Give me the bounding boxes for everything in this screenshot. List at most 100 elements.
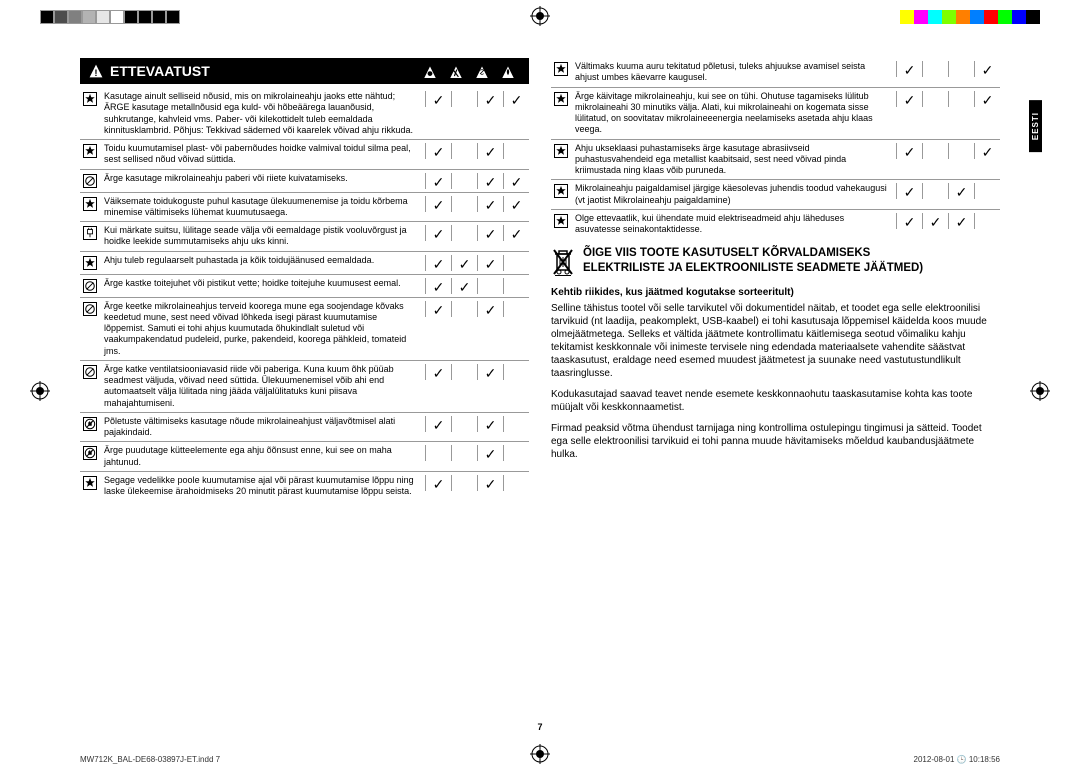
check-cell: ✓: [503, 173, 529, 189]
caution-header: ! ETTEVAATUST: [80, 58, 529, 84]
check-cell: ✓: [425, 173, 451, 189]
checkmark-icon: ✓: [433, 280, 445, 294]
star-icon: [554, 144, 568, 158]
disposal-title-line2: ELEKTRILISTE JA ELEKTROONILISTE SEADMETE…: [583, 262, 923, 274]
caution-row: Olge ettevaatlik, kui ühendate muid elek…: [551, 210, 1000, 239]
caution-text: Toidu kuumutamisel plast- või pabernõude…: [100, 143, 425, 166]
checkmark-icon: ✓: [433, 93, 445, 107]
print-footer: MW712K_BAL-DE68-03897J-ET.indd 7 2012-08…: [80, 755, 1000, 764]
check-cell: ✓: [425, 301, 451, 317]
caution-text: Ärge kastke toitejuhet või pistikut vett…: [100, 278, 425, 289]
checkmark-icon: ✓: [485, 175, 497, 189]
caution-text: Ahju ukseklaasi puhastamiseks ärge kasut…: [571, 143, 896, 177]
check-cell: [451, 91, 477, 107]
hazard-icon-2: [448, 64, 464, 80]
disposal-paragraph-3: Firmad peaksid võtma ühendust tarnijaga …: [551, 422, 1000, 461]
check-cell: [948, 91, 974, 107]
checkmark-icon: ✓: [485, 447, 497, 461]
check-cell: ✓: [503, 196, 529, 212]
plug-icon: [83, 226, 97, 240]
checkmark-icon: ✓: [904, 145, 916, 159]
check-cell: [922, 143, 948, 159]
caution-text: Ärge puudutage kütteelemente ega ahju õõ…: [100, 445, 425, 468]
caution-text: Ärge keetke mikrolaineahjus terveid koor…: [100, 301, 425, 357]
checkmark-icon: ✓: [485, 418, 497, 432]
caution-text: Ärge kasutage mikrolaineahju paberi või …: [100, 173, 425, 184]
checkmark-icon: ✓: [904, 93, 916, 107]
hazard-icon-3: [474, 64, 490, 80]
caution-text: Kui märkate suitsu, lülitage seade välja…: [100, 225, 425, 248]
caution-text: Ärge katke ventilatsiooniavasid riide võ…: [100, 364, 425, 409]
caution-text: Segage vedelikke poole kuumutamise ajal …: [100, 475, 425, 498]
checkmark-icon: ✓: [511, 227, 523, 241]
caution-row: Ärge keetke mikrolaineahjus terveid koor…: [80, 298, 529, 361]
right-column: Vältimaks kuuma auru tekitatud põletusi,…: [551, 58, 1000, 724]
check-cell: [503, 475, 529, 491]
check-cell: ✓: [451, 255, 477, 271]
check-cell: [922, 61, 948, 77]
check-cell: ✓: [425, 416, 451, 432]
star-icon: [554, 92, 568, 106]
checkmark-icon: ✓: [930, 215, 942, 229]
check-cell: ✓: [477, 301, 503, 317]
check-cell: [451, 416, 477, 432]
check-cell: [503, 445, 529, 461]
check-cell: ✓: [477, 475, 503, 491]
warning-icon: !: [88, 63, 104, 79]
footer-timestamp: 2012-08-01 🕒 10:18:56: [914, 755, 1000, 764]
checkmark-icon: ✓: [511, 198, 523, 212]
check-cell: ✓: [948, 213, 974, 229]
check-cell: [503, 301, 529, 317]
check-cell: [451, 143, 477, 159]
weee-bin-icon: [551, 246, 575, 281]
caution-row: Toidu kuumutamisel plast- või pabernõude…: [80, 140, 529, 170]
checkmark-icon: ✓: [904, 215, 916, 229]
star-icon: [554, 184, 568, 198]
caution-row: Ärge käivitage mikrolaineahju, kui see o…: [551, 88, 1000, 140]
check-cell: [451, 301, 477, 317]
check-cell: ✓: [477, 445, 503, 461]
checkmark-icon: ✓: [511, 175, 523, 189]
star-icon: [554, 214, 568, 228]
check-cell: ✓: [477, 173, 503, 189]
nohand-icon: [83, 417, 97, 431]
footer-filename: MW712K_BAL-DE68-03897J-ET.indd 7: [80, 755, 220, 764]
check-cell: [477, 278, 503, 294]
check-cell: [948, 61, 974, 77]
star-icon: [83, 92, 97, 106]
check-cell: ✓: [477, 255, 503, 271]
caution-text: Kasutage ainult selliseid nõusid, mis on…: [100, 91, 425, 136]
checkmark-icon: ✓: [956, 185, 968, 199]
check-cell: [503, 278, 529, 294]
checkmark-icon: ✓: [433, 227, 445, 241]
check-cell: ✓: [896, 183, 922, 199]
check-cell: ✓: [477, 225, 503, 241]
checkmark-icon: ✓: [459, 280, 471, 294]
checkmark-icon: ✓: [433, 477, 445, 491]
check-cell: ✓: [425, 364, 451, 380]
check-cell: [451, 475, 477, 491]
caution-text: Olge ettevaatlik, kui ühendate muid elek…: [571, 213, 896, 236]
check-cell: ✓: [425, 91, 451, 107]
checkmark-icon: ✓: [485, 93, 497, 107]
check-cell: ✓: [477, 143, 503, 159]
checkmark-icon: ✓: [433, 303, 445, 317]
caution-row: Ärge katke ventilatsiooniavasid riide võ…: [80, 361, 529, 413]
check-cell: ✓: [425, 278, 451, 294]
slash-icon: [83, 302, 97, 316]
nohand-icon: [83, 446, 97, 460]
check-cell: ✓: [948, 183, 974, 199]
check-cell: [451, 225, 477, 241]
caution-row: Kasutage ainult selliseid nõusid, mis on…: [80, 88, 529, 140]
page-content: ! ETTEVAATUST Kasutage ainult selliseid …: [80, 58, 1000, 724]
star-icon: [554, 62, 568, 76]
checkmark-icon: ✓: [459, 257, 471, 271]
check-cell: ✓: [477, 196, 503, 212]
page-number: 7: [0, 722, 1080, 732]
caution-text: Ahju tuleb regulaarselt puhastada ja kõi…: [100, 255, 425, 266]
check-cell: ✓: [974, 143, 1000, 159]
caution-row: Ärge kasutage mikrolaineahju paberi või …: [80, 170, 529, 193]
reg-mark-right: [1030, 381, 1050, 401]
check-cell: [451, 364, 477, 380]
caution-row: Ahju ukseklaasi puhastamiseks ärge kasut…: [551, 140, 1000, 181]
